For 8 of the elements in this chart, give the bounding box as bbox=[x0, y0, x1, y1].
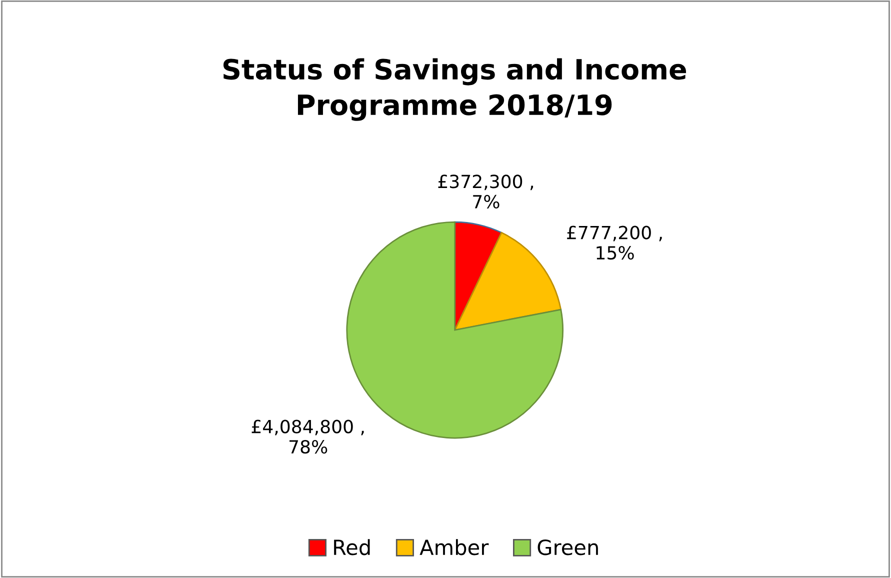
data-label: £777,200 , 15% bbox=[567, 226, 662, 260]
legend-label: Green bbox=[538, 539, 598, 556]
legend-label: Amber bbox=[420, 539, 489, 556]
legend-label: Red bbox=[334, 539, 370, 556]
data-label: £4,084,800 , 78% bbox=[252, 420, 364, 454]
pie-slice bbox=[454, 232, 562, 331]
data-label: £372,300 , 7% bbox=[438, 174, 534, 209]
chart-title: Status of Savings and Income Programme 2018/19 bbox=[223, 58, 686, 121]
